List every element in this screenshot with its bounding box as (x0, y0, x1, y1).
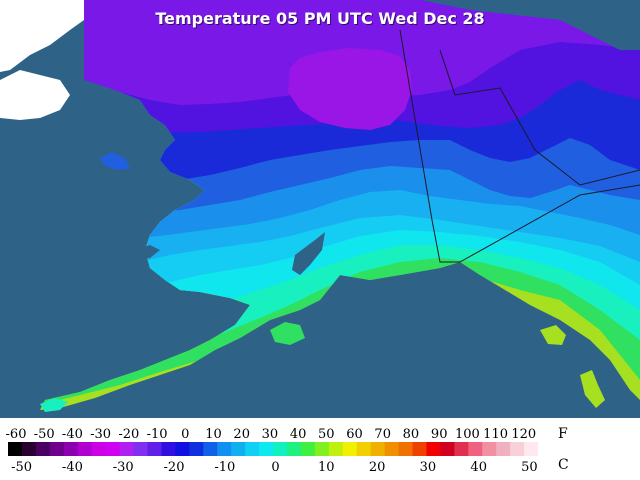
fahrenheit-tick-label: 40 (290, 427, 307, 442)
fahrenheit-tick-label: 70 (374, 427, 391, 442)
color-bar-segment (147, 442, 163, 456)
color-bar-segment (426, 442, 442, 456)
color-bar-segment (189, 442, 204, 456)
color-bar-segment (245, 442, 260, 456)
color-bar-segment (300, 442, 316, 456)
color-bar-segment (91, 442, 107, 456)
fahrenheit-tick-label: 10 (205, 427, 222, 442)
color-bar-segment (63, 442, 79, 456)
celsius-unit: C (558, 457, 569, 473)
fahrenheit-tick-label: 100 (455, 427, 480, 442)
territory-border (439, 49, 640, 186)
color-bar-segment (49, 442, 65, 456)
color-bar-segment (119, 442, 135, 456)
celsius-tick-label: -20 (164, 460, 185, 475)
celsius-tick-label: 50 (521, 460, 538, 475)
celsius-tick-label: -30 (113, 460, 134, 475)
color-bar-segment (161, 442, 176, 456)
alaska-canada-border (399, 29, 460, 263)
fahrenheit-tick-label: 20 (233, 427, 250, 442)
color-bar-segment (203, 442, 218, 456)
fahrenheit-unit: F (558, 426, 568, 442)
island (540, 325, 566, 345)
zone-fill (288, 48, 412, 130)
color-bar-segment (133, 442, 149, 456)
color-bar-segment (259, 442, 274, 456)
celsius-tick-label: -10 (214, 460, 235, 475)
island (40, 398, 68, 412)
celsius-tick-label: 10 (318, 460, 335, 475)
celsius-tick-label: 40 (470, 460, 487, 475)
color-bar-segment (328, 442, 344, 456)
temperature-map: Temperature 05 PM UTC Wed Dec 28 Tempera… (0, 0, 640, 418)
color-bar-segment (468, 442, 483, 456)
celsius-tick-label: 20 (369, 460, 386, 475)
celsius-tick-label: 0 (271, 460, 279, 475)
color-bar-segment (105, 442, 121, 456)
fahrenheit-tick-label: -50 (34, 427, 55, 442)
fahrenheit-tick-label: 80 (403, 427, 420, 442)
color-bar-segment (175, 442, 190, 456)
color-bar-segment (482, 442, 497, 456)
map-title: Temperature 05 PM UTC Wed Dec 28 (156, 10, 485, 29)
celsius-tick-label: -50 (11, 460, 32, 475)
color-bar-segment (538, 442, 553, 456)
color-bar-segment (8, 442, 23, 456)
fahrenheit-tick-label: -60 (6, 427, 27, 442)
fahrenheit-tick-label: -10 (147, 427, 168, 442)
fahrenheit-scale-labels: -60 -50 -40 -30 -20 -10 0 10 20 30 40 50 60 70 80 90 100… (6, 427, 537, 442)
color-bar (8, 442, 553, 456)
color-bar-segment (454, 442, 469, 456)
fahrenheit-tick-label: 120 (511, 427, 536, 442)
color-bar-segment (510, 442, 525, 456)
map-title: Temperature 05 PM UTC Wed Dec 28 (155, 9, 484, 28)
color-bar-segment (524, 442, 539, 456)
color-bar-segment (412, 442, 428, 456)
island (100, 152, 130, 170)
color-bar-segment (286, 442, 302, 456)
fahrenheit-tick-label: -20 (118, 427, 139, 442)
fahrenheit-tick-label: 110 (483, 427, 508, 442)
color-bar-segment (77, 442, 93, 456)
color-bar-segment (217, 442, 232, 456)
celsius-tick-label: 30 (420, 460, 437, 475)
island (270, 322, 305, 345)
color-bar-segment (496, 442, 511, 456)
fahrenheit-tick-label: 60 (346, 427, 363, 442)
color-bar-segment (35, 442, 51, 456)
fahrenheit-tick-label: -40 (62, 427, 83, 442)
color-bar-segment (342, 442, 358, 456)
russia-landmass (0, 0, 84, 72)
water-inlet (292, 232, 325, 275)
color-bar-segment (21, 442, 37, 456)
color-bar-segment (384, 442, 400, 456)
color-bar-segment (231, 442, 246, 456)
fahrenheit-tick-label: 50 (318, 427, 335, 442)
celsius-scale-labels: -50 -40 -30 -20 -10 0 10 20 30 40 50 (11, 460, 538, 475)
color-scale-legend: -60 -50 -40 -30 -20 -10 0 10 20 30 40 50 60 70 80 90 100… (0, 418, 640, 480)
color-bar-segment (273, 442, 288, 456)
color-bar-segment (356, 442, 372, 456)
russia-landmass-shadow (0, 70, 70, 120)
color-bar-segment (370, 442, 386, 456)
color-bar-segment (314, 442, 330, 456)
fahrenheit-tick-label: 30 (262, 427, 279, 442)
territory-border (459, 184, 640, 263)
celsius-tick-label: -40 (62, 460, 83, 475)
color-bar-segment (398, 442, 414, 456)
fahrenheit-tick-label: -30 (90, 427, 111, 442)
island (580, 370, 605, 408)
water-inlet (120, 245, 160, 260)
fahrenheit-tick-label: 0 (181, 427, 189, 442)
color-bar-segment (440, 442, 455, 456)
fahrenheit-tick-label: 90 (431, 427, 448, 442)
